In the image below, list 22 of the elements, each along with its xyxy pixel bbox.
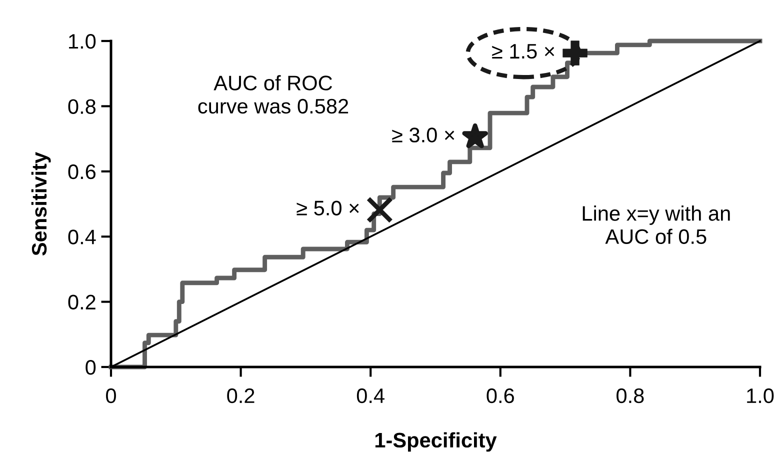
y-tick-label: 0.2 (68, 294, 96, 310)
point (462, 123, 488, 148)
y-axis-title: Sensitivity (31, 152, 51, 256)
x-tick-label: 1.0 (747, 388, 774, 404)
annotation: ≥ 3.0 × (392, 128, 454, 142)
point (366, 196, 394, 224)
annotation: ≥ 1.5 × (492, 44, 554, 59)
y-tick-label: 0.8 (68, 99, 96, 114)
x-tick-label: 0.2 (227, 388, 254, 404)
x-axis-title: 1-Specificity (375, 432, 497, 452)
x-tick-label: 0.8 (616, 388, 644, 404)
x-tick-label: 0.6 (486, 388, 514, 404)
annotation: ≥ 5.0 × (296, 200, 359, 216)
y-tick-label: 1.0 (69, 34, 96, 49)
point (562, 40, 588, 66)
y-tick-label: 0 (86, 360, 96, 375)
annotation: Line x=y with an AUC of 0.5 (582, 206, 730, 244)
annotation: AUC of ROC curve was 0.582 (198, 75, 348, 114)
y-tick-label: 0.4 (68, 230, 96, 244)
x-tick-label: 0.4 (356, 388, 384, 404)
y-tick-label: 0.6 (68, 164, 96, 180)
x-tick-label: 0 (106, 388, 116, 404)
